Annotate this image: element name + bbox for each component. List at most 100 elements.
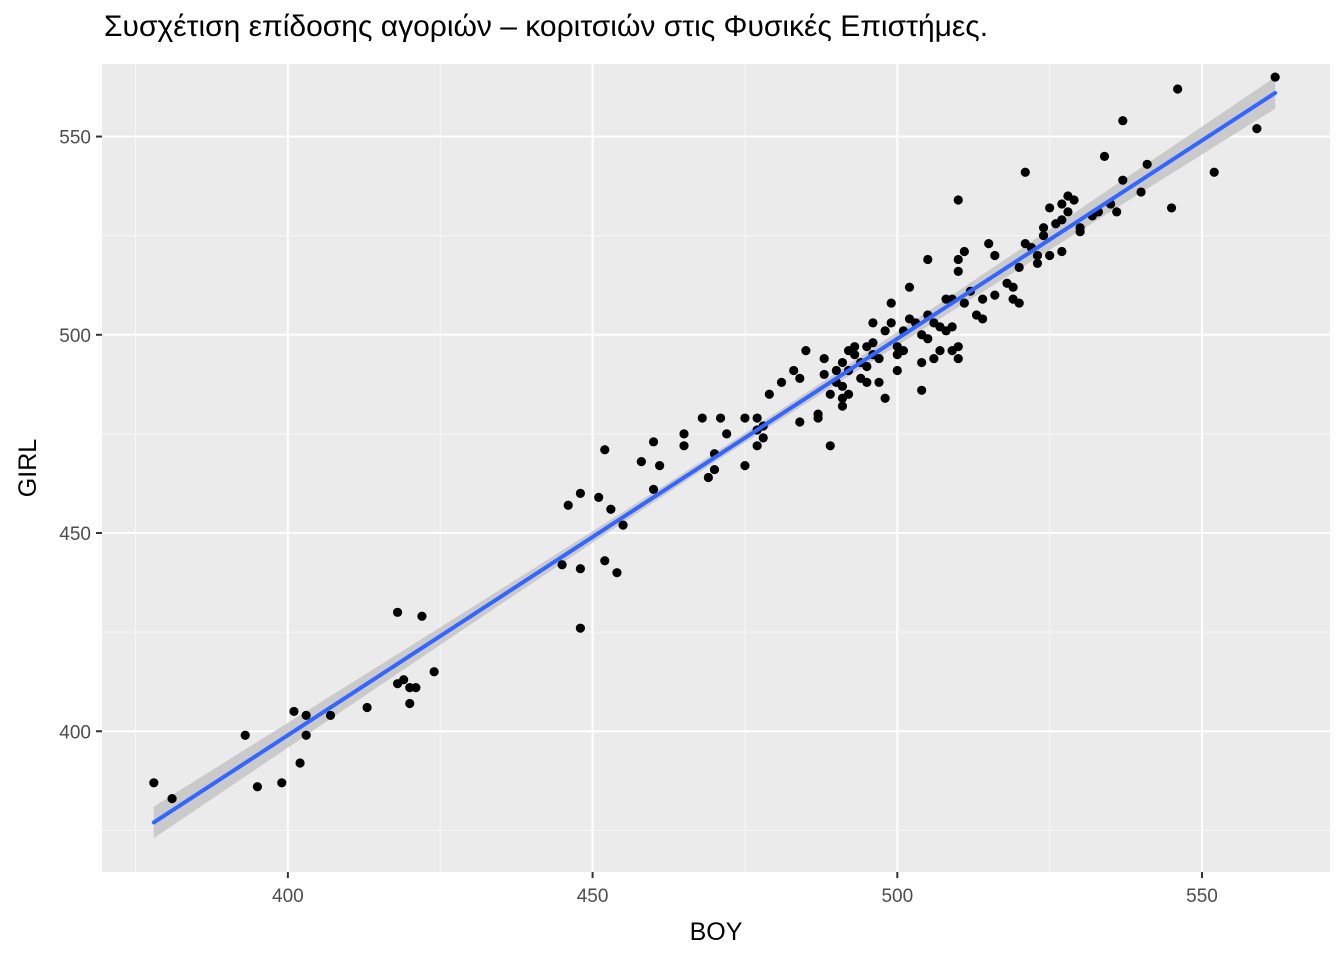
data-point (722, 429, 732, 439)
data-point (405, 698, 415, 709)
data-point (953, 195, 963, 205)
data-point (606, 504, 616, 514)
data-point (1057, 199, 1067, 209)
data-point (679, 429, 689, 439)
data-point (1032, 258, 1043, 269)
data-point (289, 706, 299, 717)
data-point (429, 667, 439, 677)
x-tick-label: 450 (577, 886, 609, 907)
data-point (850, 342, 860, 352)
data-point (1252, 124, 1262, 134)
data-point (819, 353, 829, 364)
data-point (850, 350, 860, 360)
data-point (758, 433, 768, 443)
data-point (709, 464, 720, 475)
data-point (636, 457, 646, 467)
y-tick-label: 500 (59, 326, 91, 347)
data-point (1020, 167, 1030, 177)
data-point (1075, 223, 1085, 233)
data-point (752, 441, 762, 451)
data-point (1270, 72, 1280, 82)
data-point (575, 623, 586, 633)
data-point (984, 238, 994, 249)
data-point (1038, 223, 1049, 233)
data-point (575, 564, 586, 574)
data-point (868, 338, 878, 348)
data-point (880, 393, 890, 403)
data-point (1136, 187, 1146, 197)
data-point (1173, 84, 1183, 94)
data-point (417, 611, 427, 621)
data-point (880, 326, 890, 336)
data-point (953, 266, 963, 276)
data-point (618, 520, 628, 530)
data-point (1014, 262, 1024, 272)
data-point (825, 441, 835, 451)
data-point (947, 322, 957, 332)
data-point (904, 282, 915, 292)
data-point (1063, 207, 1073, 217)
data-point (1045, 203, 1055, 213)
data-point (953, 342, 963, 352)
data-point (892, 365, 902, 376)
data-point (1142, 159, 1152, 169)
y-tick-label: 450 (59, 524, 91, 545)
data-point (557, 560, 567, 570)
x-tick-label: 500 (881, 886, 913, 907)
data-point (1118, 116, 1128, 126)
data-point (325, 710, 336, 720)
data-point (1057, 246, 1067, 257)
data-point (764, 389, 774, 399)
data-point (600, 445, 610, 455)
data-point (990, 250, 1000, 261)
data-point (898, 346, 908, 356)
data-point (837, 381, 848, 391)
y-tick-label: 400 (59, 722, 91, 743)
data-point (953, 254, 963, 265)
data-point (874, 353, 884, 364)
data-points (149, 72, 1280, 804)
data-point (362, 702, 372, 713)
data-point (648, 437, 659, 447)
data-point (252, 782, 263, 792)
chart-title: Συσχέτιση επίδοσης αγοριών – κοριτσιών σ… (104, 10, 989, 43)
data-point (868, 318, 878, 328)
data-point (923, 334, 933, 344)
data-point (801, 346, 811, 356)
data-point (612, 568, 622, 578)
data-point (1209, 167, 1219, 177)
data-point (837, 401, 848, 411)
data-point (795, 417, 805, 427)
data-point (1112, 207, 1122, 217)
data-point (411, 683, 421, 693)
data-point (697, 413, 707, 423)
data-point (277, 778, 287, 788)
data-point (917, 357, 927, 368)
data-point (1008, 282, 1018, 292)
data-point (776, 377, 787, 387)
data-point (813, 413, 823, 423)
data-point (1166, 203, 1177, 213)
data-point (886, 298, 896, 308)
data-point (929, 353, 939, 364)
data-point (1057, 215, 1067, 225)
x-axis-title: BOY (690, 918, 743, 946)
data-point (392, 607, 403, 617)
data-point (959, 298, 969, 308)
axis-ticks: 400 450 500 550 400 450 500 550 (59, 128, 1218, 907)
data-point (594, 492, 604, 502)
data-point (240, 730, 250, 740)
data-point (167, 794, 177, 804)
data-point (819, 369, 829, 380)
data-point (917, 385, 927, 395)
data-point (862, 377, 872, 387)
data-point (575, 488, 586, 498)
data-point (703, 472, 713, 483)
data-point (831, 365, 841, 376)
data-point (1069, 195, 1079, 205)
data-point (1099, 151, 1110, 161)
data-point (301, 730, 311, 740)
data-point (1118, 175, 1128, 185)
data-point (990, 290, 1000, 300)
